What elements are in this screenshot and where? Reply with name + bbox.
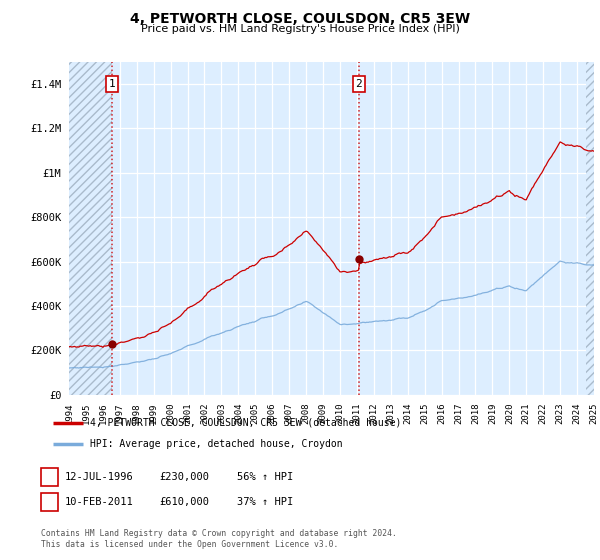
Text: HPI: Average price, detached house, Croydon: HPI: Average price, detached house, Croy… — [91, 439, 343, 449]
Text: 56% ↑ HPI: 56% ↑ HPI — [237, 472, 293, 482]
Text: 4, PETWORTH CLOSE, COULSDON, CR5 3EW: 4, PETWORTH CLOSE, COULSDON, CR5 3EW — [130, 12, 470, 26]
Text: 12-JUL-1996: 12-JUL-1996 — [65, 472, 134, 482]
Text: 1: 1 — [46, 472, 53, 482]
Text: 37% ↑ HPI: 37% ↑ HPI — [237, 497, 293, 507]
Text: £230,000: £230,000 — [159, 472, 209, 482]
Text: 4, PETWORTH CLOSE, COULSDON, CR5 3EW (detached house): 4, PETWORTH CLOSE, COULSDON, CR5 3EW (de… — [91, 418, 402, 428]
Text: 10-FEB-2011: 10-FEB-2011 — [65, 497, 134, 507]
Bar — [69, 62, 112, 395]
Text: Price paid vs. HM Land Registry's House Price Index (HPI): Price paid vs. HM Land Registry's House … — [140, 24, 460, 34]
Text: 2: 2 — [46, 497, 53, 507]
Text: 2: 2 — [355, 79, 362, 89]
Text: 1: 1 — [109, 79, 115, 89]
Bar — [586, 62, 600, 395]
Text: Contains HM Land Registry data © Crown copyright and database right 2024.
This d: Contains HM Land Registry data © Crown c… — [41, 529, 397, 549]
Text: £610,000: £610,000 — [159, 497, 209, 507]
